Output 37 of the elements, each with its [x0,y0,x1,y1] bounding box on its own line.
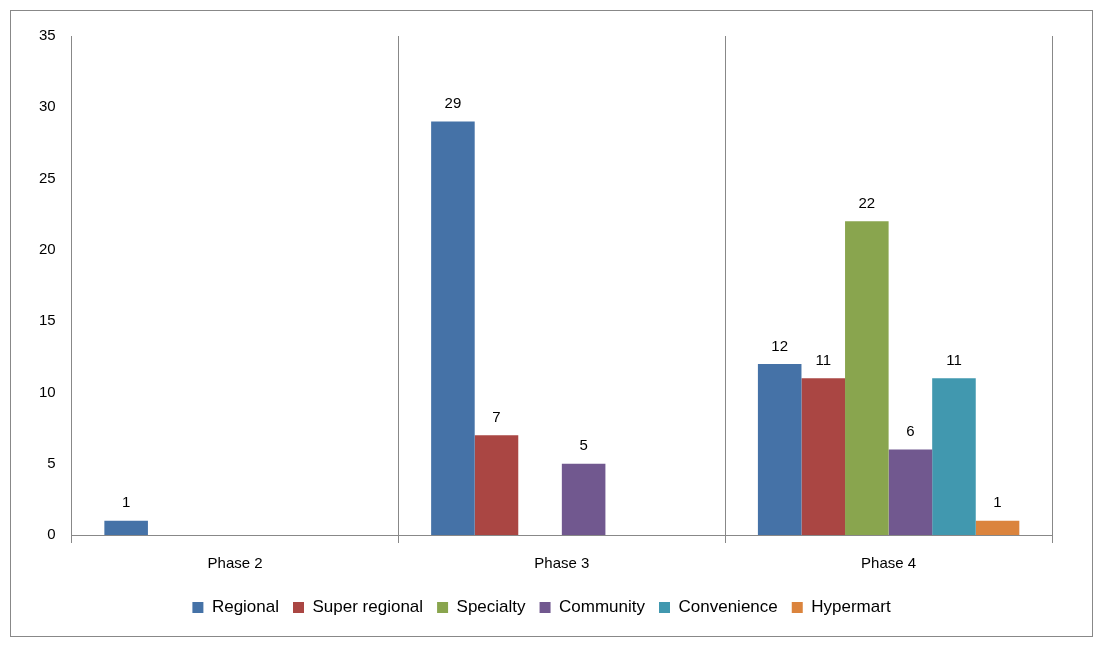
y-tick-label: 35 [39,26,56,44]
bar [561,463,606,535]
data-label: 29 [444,94,462,112]
data-label: 12 [771,336,789,354]
data-label: 6 [906,422,915,440]
bar [801,378,846,535]
bar [888,449,933,535]
bar [104,520,148,535]
y-tick-label: 10 [39,382,56,400]
data-label: 1 [993,493,1002,511]
legend-label: Regional [211,597,280,617]
y-tick-label: 15 [39,311,56,329]
x-tick-label: Phase 3 [534,554,590,572]
data-label: 11 [946,350,962,368]
legend-label: Hypermart [811,597,891,617]
data-label: 1 [121,493,131,511]
bar [932,378,976,535]
legend-label: Community [559,597,646,617]
legend-label: Specialty [456,597,527,617]
y-tick-label: 30 [39,97,56,115]
legend-label: Convenience [678,597,778,617]
bar [975,520,1020,535]
bar [474,435,519,535]
y-tick-label: 0 [47,525,56,543]
legend-label: Super regional [312,597,424,617]
y-tick-label: 25 [39,168,56,186]
bar [757,363,802,535]
x-tick-label: Phase 2 [207,554,263,572]
bar [845,221,889,535]
data-label: 22 [858,193,876,211]
data-label: 5 [579,436,588,454]
bar [431,121,475,535]
x-tick-label: Phase 4 [861,554,917,572]
data-label: 11 [815,350,832,368]
data-label: 7 [492,407,501,425]
y-tick-label: 20 [39,240,56,257]
y-tick-label: 5 [47,453,56,471]
